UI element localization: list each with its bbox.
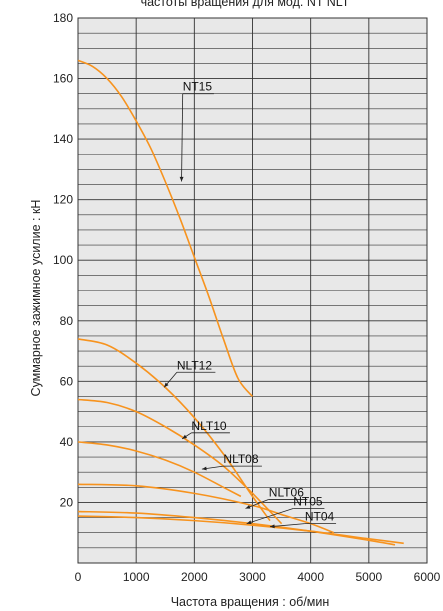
label-nlt06: NLT06	[269, 485, 304, 499]
plot-frame	[77, 17, 428, 564]
x-tick-label: 6000	[414, 570, 441, 584]
x-tick-label: 3000	[239, 570, 266, 584]
label-nt04: NT04	[305, 510, 335, 524]
curve-nlt08	[77, 441, 242, 498]
label-nlt10: NLT10	[191, 419, 226, 433]
y-tick-label: 120	[53, 193, 73, 207]
leader-nt05	[246, 508, 294, 525]
curve-nt05	[77, 510, 396, 546]
label-nt05: NT05	[293, 495, 323, 509]
leader-nt04	[269, 523, 305, 528]
x-tick-label: 1000	[123, 570, 150, 584]
y-tick-label: 100	[53, 253, 73, 267]
curve-nt04	[77, 515, 404, 545]
x-tick-label: 0	[75, 570, 82, 584]
y-tick-label: 60	[60, 374, 74, 388]
arrowhead-nlt06	[245, 505, 251, 509]
arrowhead-nlt12	[164, 382, 169, 388]
y-tick-label: 20	[60, 495, 74, 509]
curves	[77, 59, 404, 546]
label-nt15: NT15	[183, 80, 213, 94]
x-axis-title: Частота вращения : об/мин	[171, 595, 330, 609]
tick-labels: 0 1000 2000 3000 4000 5000 6000 20 40 60 80 100 120 1…	[53, 11, 441, 584]
x-tick-label: 4000	[297, 570, 324, 584]
y-tick-label: 180	[53, 11, 73, 25]
curve-nlt12	[77, 338, 271, 522]
y-tick-label: 80	[60, 314, 74, 328]
y-tick-label: 160	[53, 72, 73, 86]
chart-title: частоты вращения для мод. NT NLT	[141, 0, 350, 9]
arrowhead-nlt08	[201, 466, 207, 471]
x-tick-label: 5000	[355, 570, 382, 584]
arrowhead-nt05	[246, 520, 252, 525]
curve-nt15	[77, 59, 254, 397]
arrowhead-nt15	[179, 176, 184, 182]
curve-nlt10	[77, 398, 283, 525]
y-tick-label: 140	[53, 132, 73, 146]
label-nlt12: NLT12	[177, 358, 212, 372]
y-tick-label: 40	[60, 435, 74, 449]
y-axis-title: Суммарное зажимное усилие : кН	[29, 200, 43, 397]
arrowhead-nlt10	[182, 434, 188, 439]
leader-nt15	[181, 93, 184, 182]
label-nlt08: NLT08	[223, 452, 258, 466]
arrowhead-nt04	[269, 524, 275, 529]
x-tick-label: 2000	[181, 570, 208, 584]
